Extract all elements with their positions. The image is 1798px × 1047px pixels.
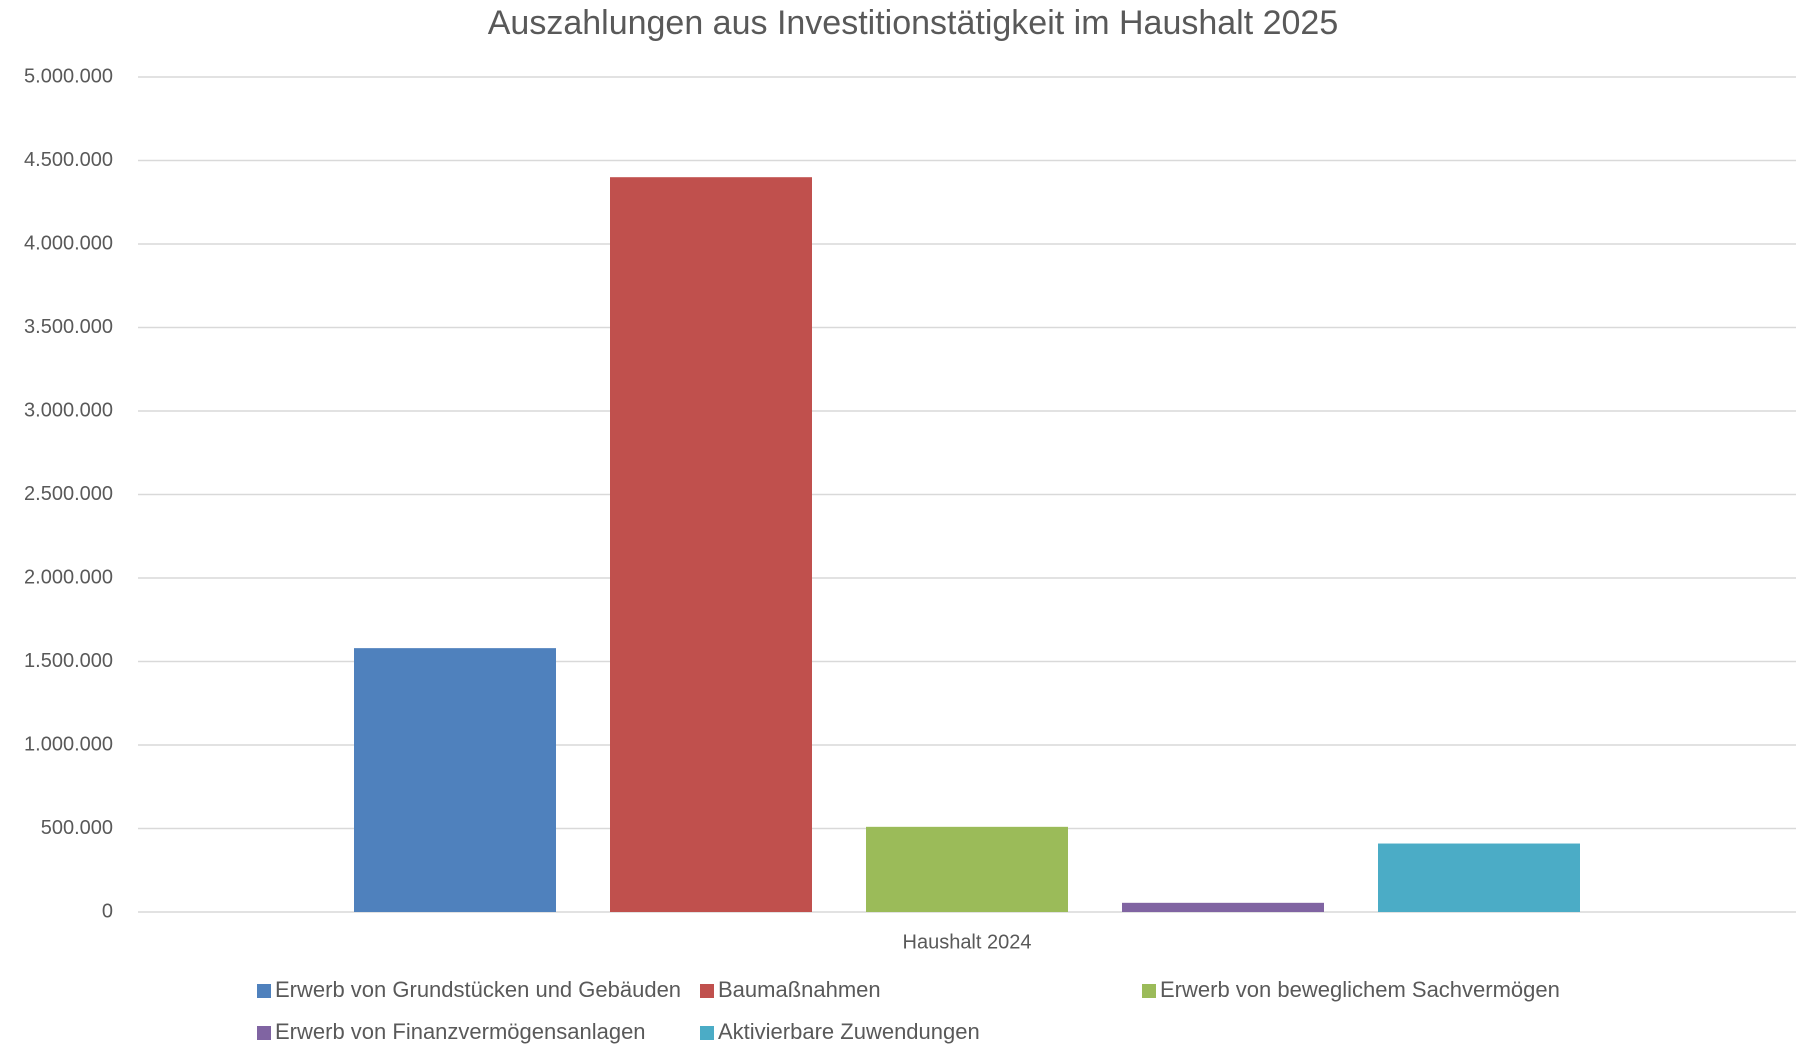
y-tick-label: 5.000.000 — [24, 65, 113, 87]
y-tick-label: 4.000.000 — [24, 232, 113, 254]
y-tick-label: 2.000.000 — [24, 566, 113, 588]
x-tick-label: Haushalt 2024 — [903, 931, 1032, 953]
y-tick-label: 1.000.000 — [24, 733, 113, 755]
bar — [1378, 843, 1580, 912]
y-tick-label: 1.500.000 — [24, 650, 113, 672]
y-tick-label: 500.000 — [41, 817, 113, 839]
legend-swatch — [700, 984, 714, 998]
legend-label: Baumaßnahmen — [718, 977, 881, 1002]
y-tick-label: 3.000.000 — [24, 399, 113, 421]
bar — [1122, 902, 1324, 912]
y-tick-label: 4.500.000 — [24, 149, 113, 171]
legend-swatch — [257, 984, 271, 998]
legend-swatch — [257, 1026, 271, 1040]
y-tick-label: 3.500.000 — [24, 316, 113, 338]
legend-label: Aktivierbare Zuwendungen — [718, 1019, 980, 1044]
bar — [610, 177, 812, 912]
y-tick-label: 0 — [102, 900, 113, 922]
legend-swatch — [1142, 984, 1156, 998]
legend-label: Erwerb von Finanzvermögensanlagen — [275, 1019, 646, 1044]
legend-label: Erwerb von Grundstücken und Gebäuden — [275, 977, 681, 1002]
legend-label: Erwerb von beweglichem Sachvermögen — [1160, 977, 1560, 1002]
legend-swatch — [700, 1026, 714, 1040]
y-tick-label: 2.500.000 — [24, 483, 113, 505]
chart-title: Auszahlungen aus Investitionstätigkeit i… — [488, 4, 1339, 42]
bar — [866, 826, 1068, 912]
bar — [354, 648, 556, 912]
